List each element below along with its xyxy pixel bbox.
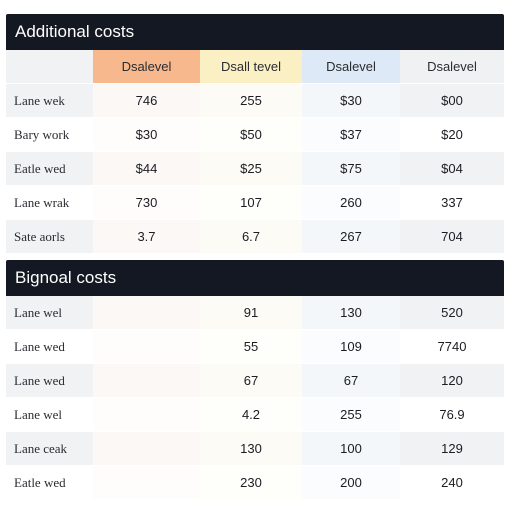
table-cell: 130: [302, 296, 400, 329]
table-cell: [93, 466, 200, 499]
table-row[interactable]: Lane wel 4.2 255 76.9: [6, 398, 504, 432]
table-cell: 260: [302, 186, 400, 219]
table-cell: 67: [302, 364, 400, 397]
table-row[interactable]: Eatle wed 230 200 240: [6, 466, 504, 500]
row-label: Lane wel: [6, 398, 93, 431]
row-label: Lane wek: [6, 84, 93, 117]
row-label: Sate aorls: [6, 220, 93, 253]
table-cell: 520: [400, 296, 504, 329]
table-cell: 704: [400, 220, 504, 253]
table-header-row: Dsalevel Dsall tevel Dsalevel Dsalevel: [6, 50, 504, 84]
column-header[interactable]: Dsalevel: [93, 50, 200, 83]
row-label: Eatle wed: [6, 152, 93, 185]
row-label: Lane wed: [6, 364, 93, 397]
section-title-additional-costs: Additional costs: [6, 14, 504, 50]
table-cell: [93, 296, 200, 329]
row-label: Lane wed: [6, 330, 93, 363]
table-cell: 230: [200, 466, 302, 499]
table-cell: 100: [302, 432, 400, 465]
table-cell: 200: [302, 466, 400, 499]
row-label: Bary work: [6, 118, 93, 151]
table-row[interactable]: Bary work $30 $50 $37 $20: [6, 118, 504, 152]
table-cell: 337: [400, 186, 504, 219]
table-cell: 255: [302, 398, 400, 431]
table-row[interactable]: Lane ceak 130 100 129: [6, 432, 504, 466]
table-cell: 746: [93, 84, 200, 117]
table-cell: $30: [302, 84, 400, 117]
table-cell: 255: [200, 84, 302, 117]
table-cell: 55: [200, 330, 302, 363]
column-header[interactable]: Dsall tevel: [200, 50, 302, 83]
table-row[interactable]: Lane wed 67 67 120: [6, 364, 504, 398]
table-cell: 7740: [400, 330, 504, 363]
table-cell: 730: [93, 186, 200, 219]
row-label: Lane wrak: [6, 186, 93, 219]
table-cell: 6.7: [200, 220, 302, 253]
table-row[interactable]: Sate aorls 3.7 6.7 267 704: [6, 220, 504, 254]
table-cell: $75: [302, 152, 400, 185]
table-cell: $25: [200, 152, 302, 185]
table-cell: 109: [302, 330, 400, 363]
table-cell: $04: [400, 152, 504, 185]
row-label: Lane wel: [6, 296, 93, 329]
header-label-cell: [6, 50, 93, 83]
table-cell: 107: [200, 186, 302, 219]
table-cell: 67: [200, 364, 302, 397]
table-cell: 130: [200, 432, 302, 465]
table-cell: 3.7: [93, 220, 200, 253]
section-title-bignoal-costs: Bignoal costs: [6, 260, 504, 296]
table-cell: [93, 432, 200, 465]
column-header[interactable]: Dsalevel: [302, 50, 400, 83]
table-cell: 267: [302, 220, 400, 253]
table-row[interactable]: Lane wed 55 109 7740: [6, 330, 504, 364]
additional-costs-table: Dsalevel Dsall tevel Dsalevel Dsalevel L…: [6, 50, 504, 254]
table-cell: 129: [400, 432, 504, 465]
table-cell: 120: [400, 364, 504, 397]
table-row[interactable]: Eatle wed $44 $25 $75 $04: [6, 152, 504, 186]
table-cell: [93, 398, 200, 431]
table-cell: [93, 364, 200, 397]
table-cell: 240: [400, 466, 504, 499]
table-cell: $30: [93, 118, 200, 151]
row-label: Eatle wed: [6, 466, 93, 499]
table-cell: $20: [400, 118, 504, 151]
table-cell: $00: [400, 84, 504, 117]
row-label: Lane ceak: [6, 432, 93, 465]
table-cell: $50: [200, 118, 302, 151]
table-cell: 4.2: [200, 398, 302, 431]
table-cell: $37: [302, 118, 400, 151]
table-row[interactable]: Lane wrak 730 107 260 337: [6, 186, 504, 220]
table-row[interactable]: Lane wel 91 130 520: [6, 296, 504, 330]
table-cell: 76.9: [400, 398, 504, 431]
bignoal-costs-table: Lane wel 91 130 520 Lane wed 55 109 7740…: [6, 296, 504, 500]
table-cell: [93, 330, 200, 363]
table-row[interactable]: Lane wek 746 255 $30 $00: [6, 84, 504, 118]
table-cell: 91: [200, 296, 302, 329]
table-cell: $44: [93, 152, 200, 185]
column-header[interactable]: Dsalevel: [400, 50, 504, 83]
